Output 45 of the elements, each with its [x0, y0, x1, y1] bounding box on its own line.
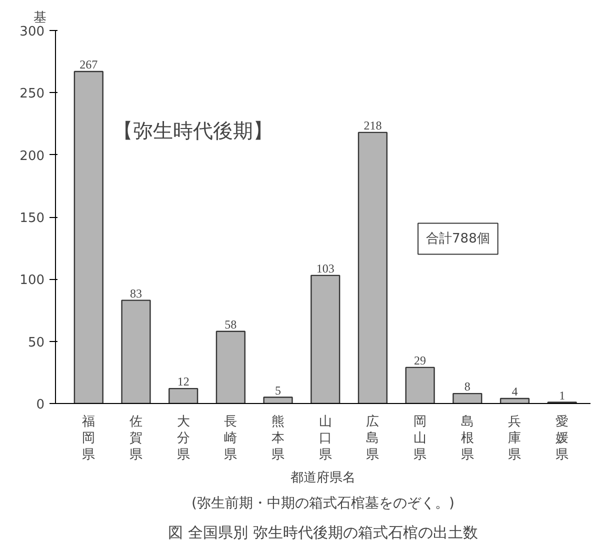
bar: [358, 132, 388, 404]
data-label: 218: [364, 118, 382, 132]
data-label: 103: [316, 261, 334, 276]
x-tick-label: 広島県: [366, 414, 380, 462]
y-tick-label: 200: [20, 148, 45, 164]
x-tick-label: 愛媛県: [556, 414, 569, 462]
y-tick-label: 100: [20, 273, 45, 288]
data-label: 83: [130, 286, 142, 300]
bar: [452, 392, 482, 404]
x-tick-label: 兵庫県: [508, 414, 522, 462]
data-label: 8: [464, 380, 470, 394]
y-tick-label: 250: [20, 86, 45, 102]
x-tick-label: 大分県: [176, 414, 190, 462]
data-label: 4: [512, 384, 518, 399]
text: (弥生前期・中期の箱式石棺墓をのぞく。): [192, 496, 454, 512]
bar: [405, 366, 435, 404]
text: 図 全国県別 弥生時代後期の箱式石棺の出土数: [168, 524, 478, 542]
bar: [310, 274, 340, 404]
data-label: 29: [414, 353, 426, 368]
bar: [263, 396, 293, 404]
x-tick-label: 山口県: [318, 414, 332, 462]
bar: [500, 398, 530, 404]
x-tick-label: 佐賀県: [129, 414, 142, 462]
x-tick-label: 岡山県: [414, 414, 427, 462]
annotation: 合計788個: [426, 231, 490, 246]
bar: [216, 330, 246, 404]
x-tick-label: 長崎県: [224, 414, 238, 462]
data-label: 267: [80, 58, 98, 72]
y-tick-label: 150: [20, 211, 45, 226]
data-label: 1: [559, 388, 566, 402]
bar: [121, 300, 151, 404]
data-label: 5: [275, 383, 282, 398]
y-axis-title: 基: [34, 10, 46, 26]
bar: [168, 388, 198, 404]
x-tick-label: 福岡県: [82, 414, 96, 462]
x-tick-label: 島根県: [460, 414, 474, 462]
x-tick-label: 熊本県: [272, 414, 285, 462]
data-label: 58: [224, 317, 237, 332]
annotation: 【弥生時代後期】: [112, 118, 273, 142]
x-axis-title: 都道府県名: [290, 470, 356, 486]
data-label: 12: [177, 374, 190, 389]
y-tick-label: 300: [20, 24, 45, 40]
y-tick-label: 50: [28, 335, 45, 350]
y-tick-label: 0: [36, 398, 45, 412]
bar: [74, 70, 104, 404]
